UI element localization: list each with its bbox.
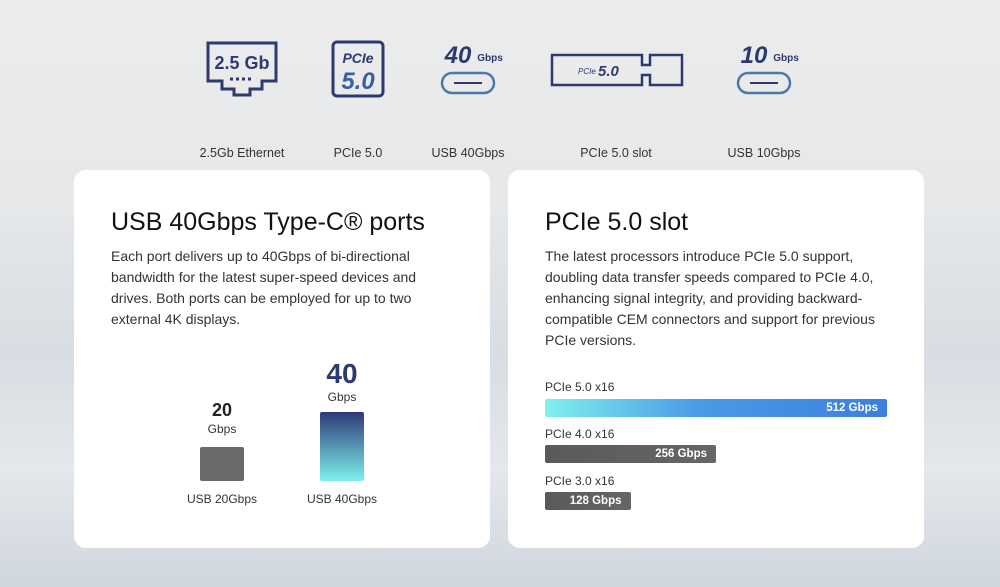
feature-label: PCIe 5.0 slot: [580, 146, 652, 160]
bar-label: USB 40Gbps: [306, 492, 378, 506]
usb-card: USB 40Gbps Type-C® ports Each port deliv…: [74, 170, 490, 548]
usb-c-port-icon: 10 Gbps: [736, 42, 799, 95]
usb-card-title: USB 40Gbps Type-C® ports: [111, 208, 425, 236]
feature-pcie-slot: PCIe 5.0 PCIe 5.0 slot: [550, 38, 684, 160]
bar-pcie3: 128 Gbps: [545, 492, 631, 510]
bar-value: 40: [326, 358, 358, 389]
bar-pcie5: 512 Gbps: [545, 399, 887, 417]
feature-label: 2.5Gb Ethernet: [199, 146, 285, 160]
svg-text:Gbps: Gbps: [477, 53, 503, 64]
svg-text:2.5 Gb: 2.5 Gb: [214, 53, 269, 73]
bar-value: 20: [211, 400, 233, 420]
pcie-card: PCIe 5.0 slot The latest processors intr…: [508, 170, 924, 548]
feature-label: USB 10Gbps: [727, 146, 801, 160]
svg-text:PCIe: PCIe: [578, 67, 596, 76]
bar-usb20: [200, 446, 244, 481]
bar-label: PCIe 4.0 x16: [545, 427, 615, 441]
bar-unit: Gbps: [327, 390, 357, 404]
bar-pcie4: 256 Gbps: [545, 445, 716, 463]
bar-label: PCIe 3.0 x16: [545, 474, 615, 488]
svg-text:10: 10: [741, 42, 768, 69]
pcie-card-body: The latest processors introduce PCIe 5.0…: [545, 248, 875, 348]
feature-usb40: 40 Gbps USB 40Gbps: [408, 38, 528, 160]
usb-c-port-icon: 40 Gbps: [440, 42, 503, 95]
feature-ethernet: 2.5 Gb 2.5Gb Ethernet: [182, 38, 302, 160]
ethernet-port-icon: 2.5 Gb: [206, 41, 278, 97]
feature-label: USB 40Gbps: [431, 146, 505, 160]
bar-label: USB 20Gbps: [186, 492, 258, 506]
feature-usb10: 10 Gbps USB 10Gbps: [704, 38, 824, 160]
svg-text:40: 40: [444, 42, 472, 69]
pcie-card-title: PCIe 5.0 slot: [545, 208, 689, 236]
pcie-chip-icon: PCIe 5.0: [331, 40, 385, 98]
bar-usb40: [320, 412, 364, 481]
svg-text:Gbps: Gbps: [773, 53, 799, 64]
usb-card-body: Each port delivers up to 40Gbps of bi-di…: [111, 248, 417, 327]
svg-text:5.0: 5.0: [598, 63, 620, 80]
bar-unit: Gbps: [207, 422, 237, 436]
feature-label: PCIe 5.0: [333, 146, 383, 160]
bar-label: PCIe 5.0 x16: [545, 380, 615, 394]
pcie-slot-icon: PCIe 5.0: [550, 53, 684, 87]
svg-text:PCIe: PCIe: [342, 50, 373, 66]
feature-pcie: PCIe 5.0 PCIe 5.0: [298, 38, 418, 160]
svg-text:5.0: 5.0: [341, 68, 375, 95]
